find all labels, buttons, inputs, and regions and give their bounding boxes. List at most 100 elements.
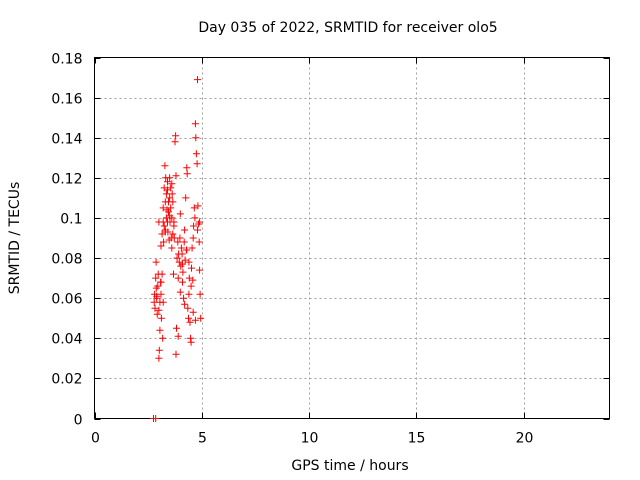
data-point — [185, 258, 193, 266]
data-point — [191, 214, 199, 222]
data-point — [181, 256, 189, 264]
data-point — [152, 258, 160, 266]
data-point — [180, 294, 188, 302]
data-point — [184, 304, 192, 312]
data-point — [157, 290, 165, 298]
data-point — [152, 274, 160, 282]
data-point — [170, 270, 177, 278]
x-tick-label: 10 — [301, 431, 319, 447]
data-point — [157, 242, 165, 250]
data-point — [166, 174, 174, 182]
data-point — [156, 326, 164, 334]
data-points — [150, 76, 205, 422]
data-point — [164, 186, 171, 194]
data-point — [191, 120, 199, 128]
data-point — [168, 244, 176, 252]
data-point — [189, 234, 197, 242]
y-tick-label: 0.12 — [51, 172, 82, 188]
data-point — [179, 260, 186, 268]
data-point — [185, 290, 193, 298]
data-point — [159, 204, 167, 212]
data-point — [190, 204, 198, 212]
data-point — [180, 238, 188, 246]
data-point — [194, 202, 202, 210]
data-point — [173, 324, 180, 332]
data-point — [178, 250, 186, 258]
data-point — [196, 218, 204, 226]
x-tick-label: 20 — [516, 431, 534, 447]
data-point — [194, 226, 201, 234]
data-point — [169, 230, 177, 238]
data-point — [161, 162, 169, 170]
data-point — [182, 194, 190, 202]
data-point — [159, 298, 167, 306]
data-point — [192, 134, 200, 142]
data-point — [174, 274, 182, 282]
data-point — [186, 318, 194, 326]
data-point — [195, 238, 203, 246]
data-point — [172, 172, 180, 180]
data-point — [153, 292, 161, 300]
data-point — [185, 314, 192, 322]
data-point — [161, 228, 169, 236]
data-point — [157, 278, 165, 286]
data-point — [190, 222, 198, 230]
data-point — [173, 254, 181, 262]
data-point — [176, 210, 184, 218]
data-point — [187, 282, 195, 290]
data-point — [189, 308, 197, 316]
chart-title: Day 035 of 2022, SRMTID for receiver olo… — [198, 20, 497, 36]
data-point — [176, 234, 184, 242]
data-point — [188, 244, 196, 252]
data-point — [179, 278, 186, 286]
data-point — [164, 178, 171, 186]
data-point — [155, 346, 163, 354]
data-point — [193, 160, 201, 168]
x-tick-label: 15 — [408, 431, 426, 447]
data-point — [188, 264, 195, 272]
y-tick-label: 0.16 — [51, 92, 82, 108]
y-tick-label: 0.18 — [51, 52, 82, 68]
data-point — [197, 314, 205, 322]
data-point — [172, 132, 180, 140]
data-point — [170, 222, 178, 230]
data-point — [167, 204, 175, 212]
data-point — [165, 208, 172, 216]
data-point — [177, 244, 185, 252]
x-tick-label: 5 — [198, 431, 207, 447]
data-point — [196, 266, 204, 274]
data-point — [155, 354, 163, 362]
data-point — [166, 194, 174, 202]
data-point — [151, 304, 159, 312]
y-tick-label: 0.06 — [51, 292, 82, 308]
axis-ticks — [94, 57, 610, 420]
data-point — [179, 268, 187, 276]
x-tick-labels: 0 5 10 15 20 — [91, 431, 533, 447]
data-point — [160, 222, 168, 230]
data-point — [157, 314, 165, 322]
x-axis-label: GPS time / hours — [291, 458, 408, 474]
data-point — [154, 282, 162, 290]
data-point — [153, 310, 161, 318]
data-point — [172, 350, 180, 358]
y-tick-label: 0.1 — [60, 212, 82, 228]
data-point — [171, 138, 179, 146]
data-point — [181, 300, 189, 308]
data-point — [169, 198, 177, 206]
plot-frame — [94, 57, 610, 419]
data-point — [174, 332, 182, 340]
data-point — [174, 238, 182, 246]
data-point — [181, 226, 189, 234]
y-tick-label: 0.14 — [51, 132, 82, 148]
data-point — [155, 306, 163, 314]
data-point — [189, 276, 197, 284]
data-point — [152, 415, 160, 422]
data-point — [196, 290, 204, 298]
x-tick-label: 0 — [91, 431, 100, 447]
y-tick-labels: 0 0.02 0.04 0.06 0.08 0.1 0.12 0.14 0.16 0.18 — [51, 52, 82, 429]
data-point — [183, 246, 191, 254]
data-point — [159, 334, 167, 342]
y-tick-label: 0.08 — [51, 252, 82, 268]
y-tick-label: 0.02 — [51, 372, 82, 388]
data-point — [191, 316, 199, 324]
